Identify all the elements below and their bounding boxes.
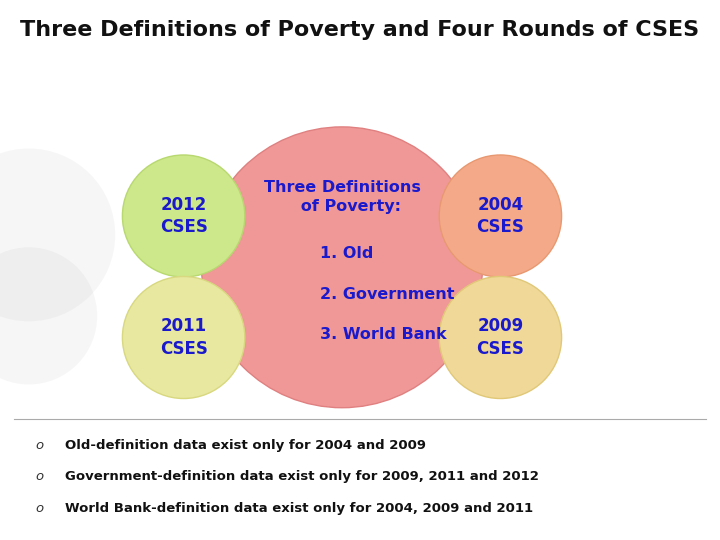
Text: 1. Old: 1. Old xyxy=(320,246,374,261)
Text: 2009
CSES: 2009 CSES xyxy=(477,318,524,357)
Text: 3. World Bank: 3. World Bank xyxy=(320,327,447,342)
Text: Government-definition data exist only for 2009, 2011 and 2012: Government-definition data exist only fo… xyxy=(65,470,539,483)
Text: Three Definitions of Poverty and Four Rounds of CSES: Three Definitions of Poverty and Four Ro… xyxy=(20,19,700,40)
Text: World Bank-definition data exist only for 2004, 2009 and 2011: World Bank-definition data exist only fo… xyxy=(65,502,533,515)
Ellipse shape xyxy=(0,148,115,321)
Text: 2. Government: 2. Government xyxy=(320,287,455,302)
Text: o: o xyxy=(35,439,44,452)
Text: Three Definitions
   of Poverty:: Three Definitions of Poverty: xyxy=(264,180,420,214)
Ellipse shape xyxy=(0,247,97,384)
Ellipse shape xyxy=(202,127,482,408)
Text: Old-definition data exist only for 2004 and 2009: Old-definition data exist only for 2004 … xyxy=(65,439,426,452)
Text: 2011
CSES: 2011 CSES xyxy=(160,318,207,357)
Ellipse shape xyxy=(439,155,562,277)
Ellipse shape xyxy=(122,155,245,277)
Ellipse shape xyxy=(439,276,562,399)
Text: o: o xyxy=(35,470,44,483)
Ellipse shape xyxy=(122,276,245,399)
Text: 2004
CSES: 2004 CSES xyxy=(477,196,524,236)
Text: 2012
CSES: 2012 CSES xyxy=(160,196,207,236)
Text: o: o xyxy=(35,502,44,515)
